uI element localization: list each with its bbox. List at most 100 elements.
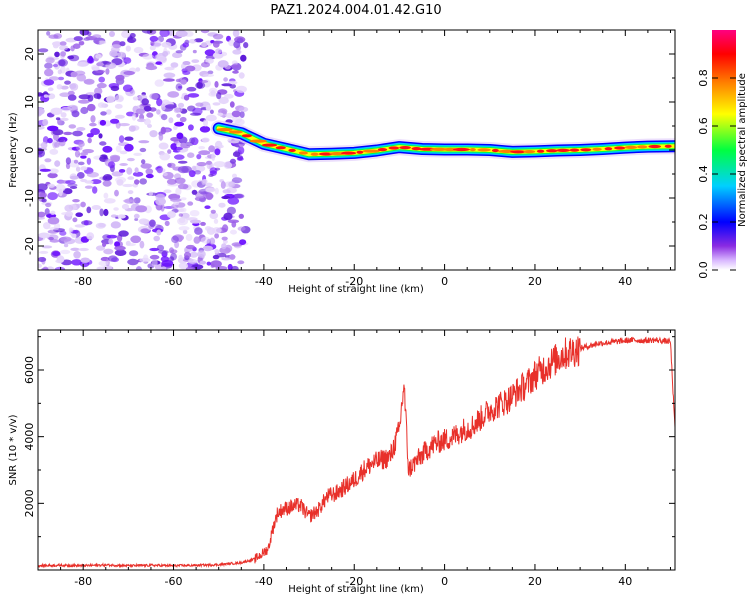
noise-blob	[60, 117, 69, 122]
noise-blob	[114, 114, 125, 119]
noise-blob	[230, 229, 237, 235]
noise-blob	[67, 183, 78, 188]
noise-blob	[72, 130, 83, 137]
noise-blob	[165, 104, 177, 109]
noise-blob	[232, 30, 240, 38]
track-peak	[216, 128, 233, 132]
noise-blob	[203, 119, 208, 127]
noise-blob	[232, 151, 241, 158]
noise-blob	[184, 251, 191, 259]
noise-blob	[217, 112, 224, 117]
noise-blob	[192, 49, 197, 54]
noise-blob	[56, 84, 63, 90]
noise-blob	[96, 62, 104, 67]
noise-blob	[109, 50, 118, 57]
noise-blob	[213, 218, 219, 224]
noise-blob	[209, 167, 218, 175]
noise-blob	[172, 52, 183, 59]
noise-blob	[105, 68, 110, 75]
noise-blob	[206, 160, 212, 165]
noise-blob	[174, 177, 186, 184]
noise-blob	[78, 40, 85, 46]
noise-blob	[179, 207, 187, 213]
track-peak	[510, 150, 526, 154]
noise-blob	[67, 55, 75, 60]
noise-blob	[227, 197, 240, 205]
noise-blob	[114, 103, 123, 109]
noise-blob	[218, 144, 224, 149]
noise-blob	[160, 126, 166, 135]
noise-blob	[55, 117, 61, 121]
noise-blob	[173, 125, 178, 130]
track-peak	[637, 145, 648, 149]
y-tick-label: 6000	[23, 356, 36, 384]
noise-blob	[47, 172, 58, 179]
track-peak	[261, 143, 278, 147]
track-peak	[491, 148, 499, 153]
track-peak	[388, 146, 400, 150]
noise-blob	[235, 118, 245, 126]
noise-blob	[205, 192, 214, 201]
noise-blob	[54, 142, 60, 148]
colorbar-label: Normalized spectral amplitude	[737, 73, 748, 227]
noise-blob	[213, 161, 226, 168]
spectrogram-ticks: -80 -60 -40 -20 0 20 40 -20 -10 0 10 20	[23, 29, 675, 288]
noise-blob	[188, 124, 194, 131]
noise-blob	[226, 206, 236, 215]
noise-blob	[177, 102, 185, 108]
noise-blob	[228, 39, 235, 47]
noise-blob	[69, 175, 79, 180]
noise-blob	[238, 106, 249, 112]
noise-blob	[204, 182, 213, 187]
noise-blob	[223, 77, 229, 82]
noise-blob	[167, 149, 172, 154]
colorbar: 0.0 0.2 0.4 0.6 0.8 Normalized spectral ampl…	[697, 30, 748, 279]
track-peak	[469, 148, 476, 152]
noise-blob	[141, 159, 146, 165]
noise-blob	[222, 239, 228, 244]
track-peak	[443, 147, 458, 152]
noise-blob	[86, 31, 92, 37]
noise-blob	[78, 161, 85, 166]
noise-blob	[238, 213, 244, 219]
track-peak	[477, 148, 491, 152]
noise-blob	[103, 198, 116, 204]
noise-blob	[175, 50, 183, 54]
noise-blob	[205, 104, 212, 111]
noise-blob	[185, 233, 193, 242]
noise-blob	[52, 41, 63, 47]
y-tick-label: -10	[23, 189, 36, 207]
noise-blob	[161, 114, 168, 121]
noise-blob	[180, 142, 187, 148]
noise-blob	[119, 163, 128, 166]
noise-blob	[38, 232, 50, 239]
noise-blob	[232, 70, 239, 74]
noise-blob	[191, 189, 198, 195]
noise-blob	[159, 30, 170, 37]
noise-blob	[194, 227, 203, 235]
noise-blob	[121, 30, 131, 38]
noise-blob	[113, 207, 119, 211]
noise-blob	[108, 161, 116, 169]
noise-blob	[190, 112, 202, 116]
noise-blob	[149, 93, 159, 100]
noise-blob	[149, 130, 158, 138]
noise-blob	[243, 42, 249, 49]
noise-blob	[80, 201, 86, 208]
noise-blob	[165, 128, 171, 133]
noise-blob	[195, 81, 206, 89]
noise-blob	[98, 76, 105, 83]
track-peak	[275, 146, 286, 150]
noise-blob	[76, 127, 86, 131]
noise-blob	[77, 61, 88, 67]
noise-blob	[77, 99, 90, 104]
noise-blob	[52, 251, 61, 257]
noise-blob	[185, 266, 196, 270]
track-peak	[362, 149, 380, 153]
track-peak	[411, 147, 422, 151]
noise-blob	[231, 265, 239, 270]
noise-blob	[119, 41, 126, 47]
noise-blob	[209, 87, 218, 94]
noise-blob	[99, 208, 104, 217]
noise-blob	[141, 98, 149, 106]
